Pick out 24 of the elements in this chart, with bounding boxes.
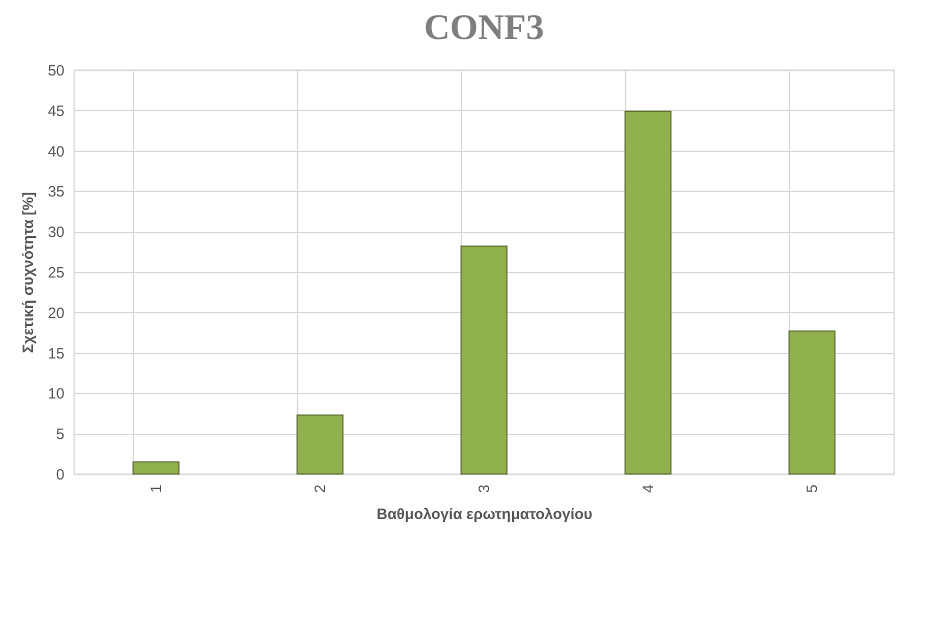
y-tick-label: 15: [48, 345, 64, 362]
x-tick-label: 1: [148, 484, 165, 493]
y-tick-label: 30: [48, 224, 64, 242]
x-tick-label: 4: [640, 484, 657, 493]
y-tick-label: 50: [48, 62, 64, 80]
x-tick-label: 5: [804, 484, 821, 493]
y-tick-label: 0: [56, 466, 64, 484]
bar: [624, 110, 672, 474]
bar: [132, 461, 180, 474]
y-axis-title: Σχετική συχνότητα [%]: [20, 192, 37, 353]
x-axis-title: Βαθμολογία ερωτηματολογίου: [376, 506, 593, 523]
y-tick-label: 25: [48, 264, 64, 282]
chart-title: CONF3: [424, 7, 544, 47]
y-tick-label: 35: [48, 184, 64, 201]
bar: [788, 330, 836, 474]
bar: [296, 414, 344, 474]
bar: [460, 246, 508, 474]
y-tick-label: 45: [48, 102, 64, 120]
y-tick-label: 5: [56, 426, 64, 444]
x-tick-label: 3: [476, 484, 493, 493]
y-tick-label: 10: [48, 386, 64, 403]
y-tick-label: 20: [48, 304, 64, 322]
y-tick-label: 40: [48, 143, 64, 160]
x-tick-label: 2: [312, 484, 329, 493]
